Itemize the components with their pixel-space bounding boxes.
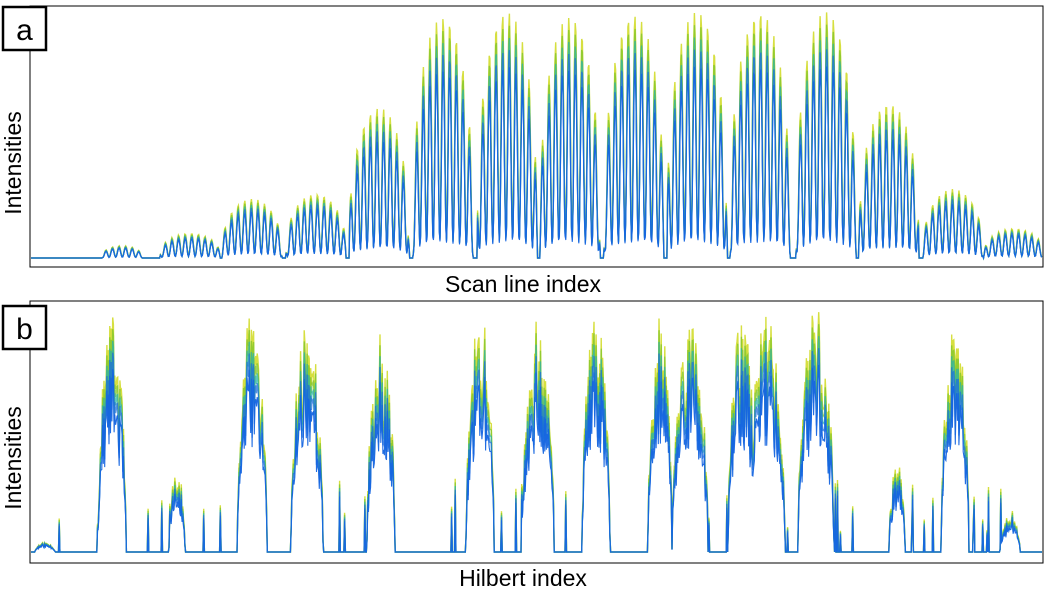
panel-a-letter: a: [16, 14, 33, 47]
panel-b-letter-box: [1, 304, 48, 351]
panel-a: a Intensities Scan line index: [0, 5, 1044, 297]
panel-a-ylabel: Intensities: [0, 111, 26, 215]
panel-b-series-line-5: [31, 364, 1042, 553]
panel-a-series-line-5: [31, 66, 1043, 260]
panel-b: b Intensities Hilbert index: [0, 300, 1044, 591]
panel-b-ylabel: Intensities: [0, 406, 26, 510]
panel-b-series: [31, 312, 1042, 553]
panel-b-xlabel: Hilbert index: [459, 565, 587, 591]
panel-a-series: [31, 12, 1043, 261]
panel-b-letter: b: [16, 313, 33, 346]
panel-a-letter-box: [1, 5, 48, 52]
panel-a-xlabel: Scan line index: [445, 271, 601, 297]
